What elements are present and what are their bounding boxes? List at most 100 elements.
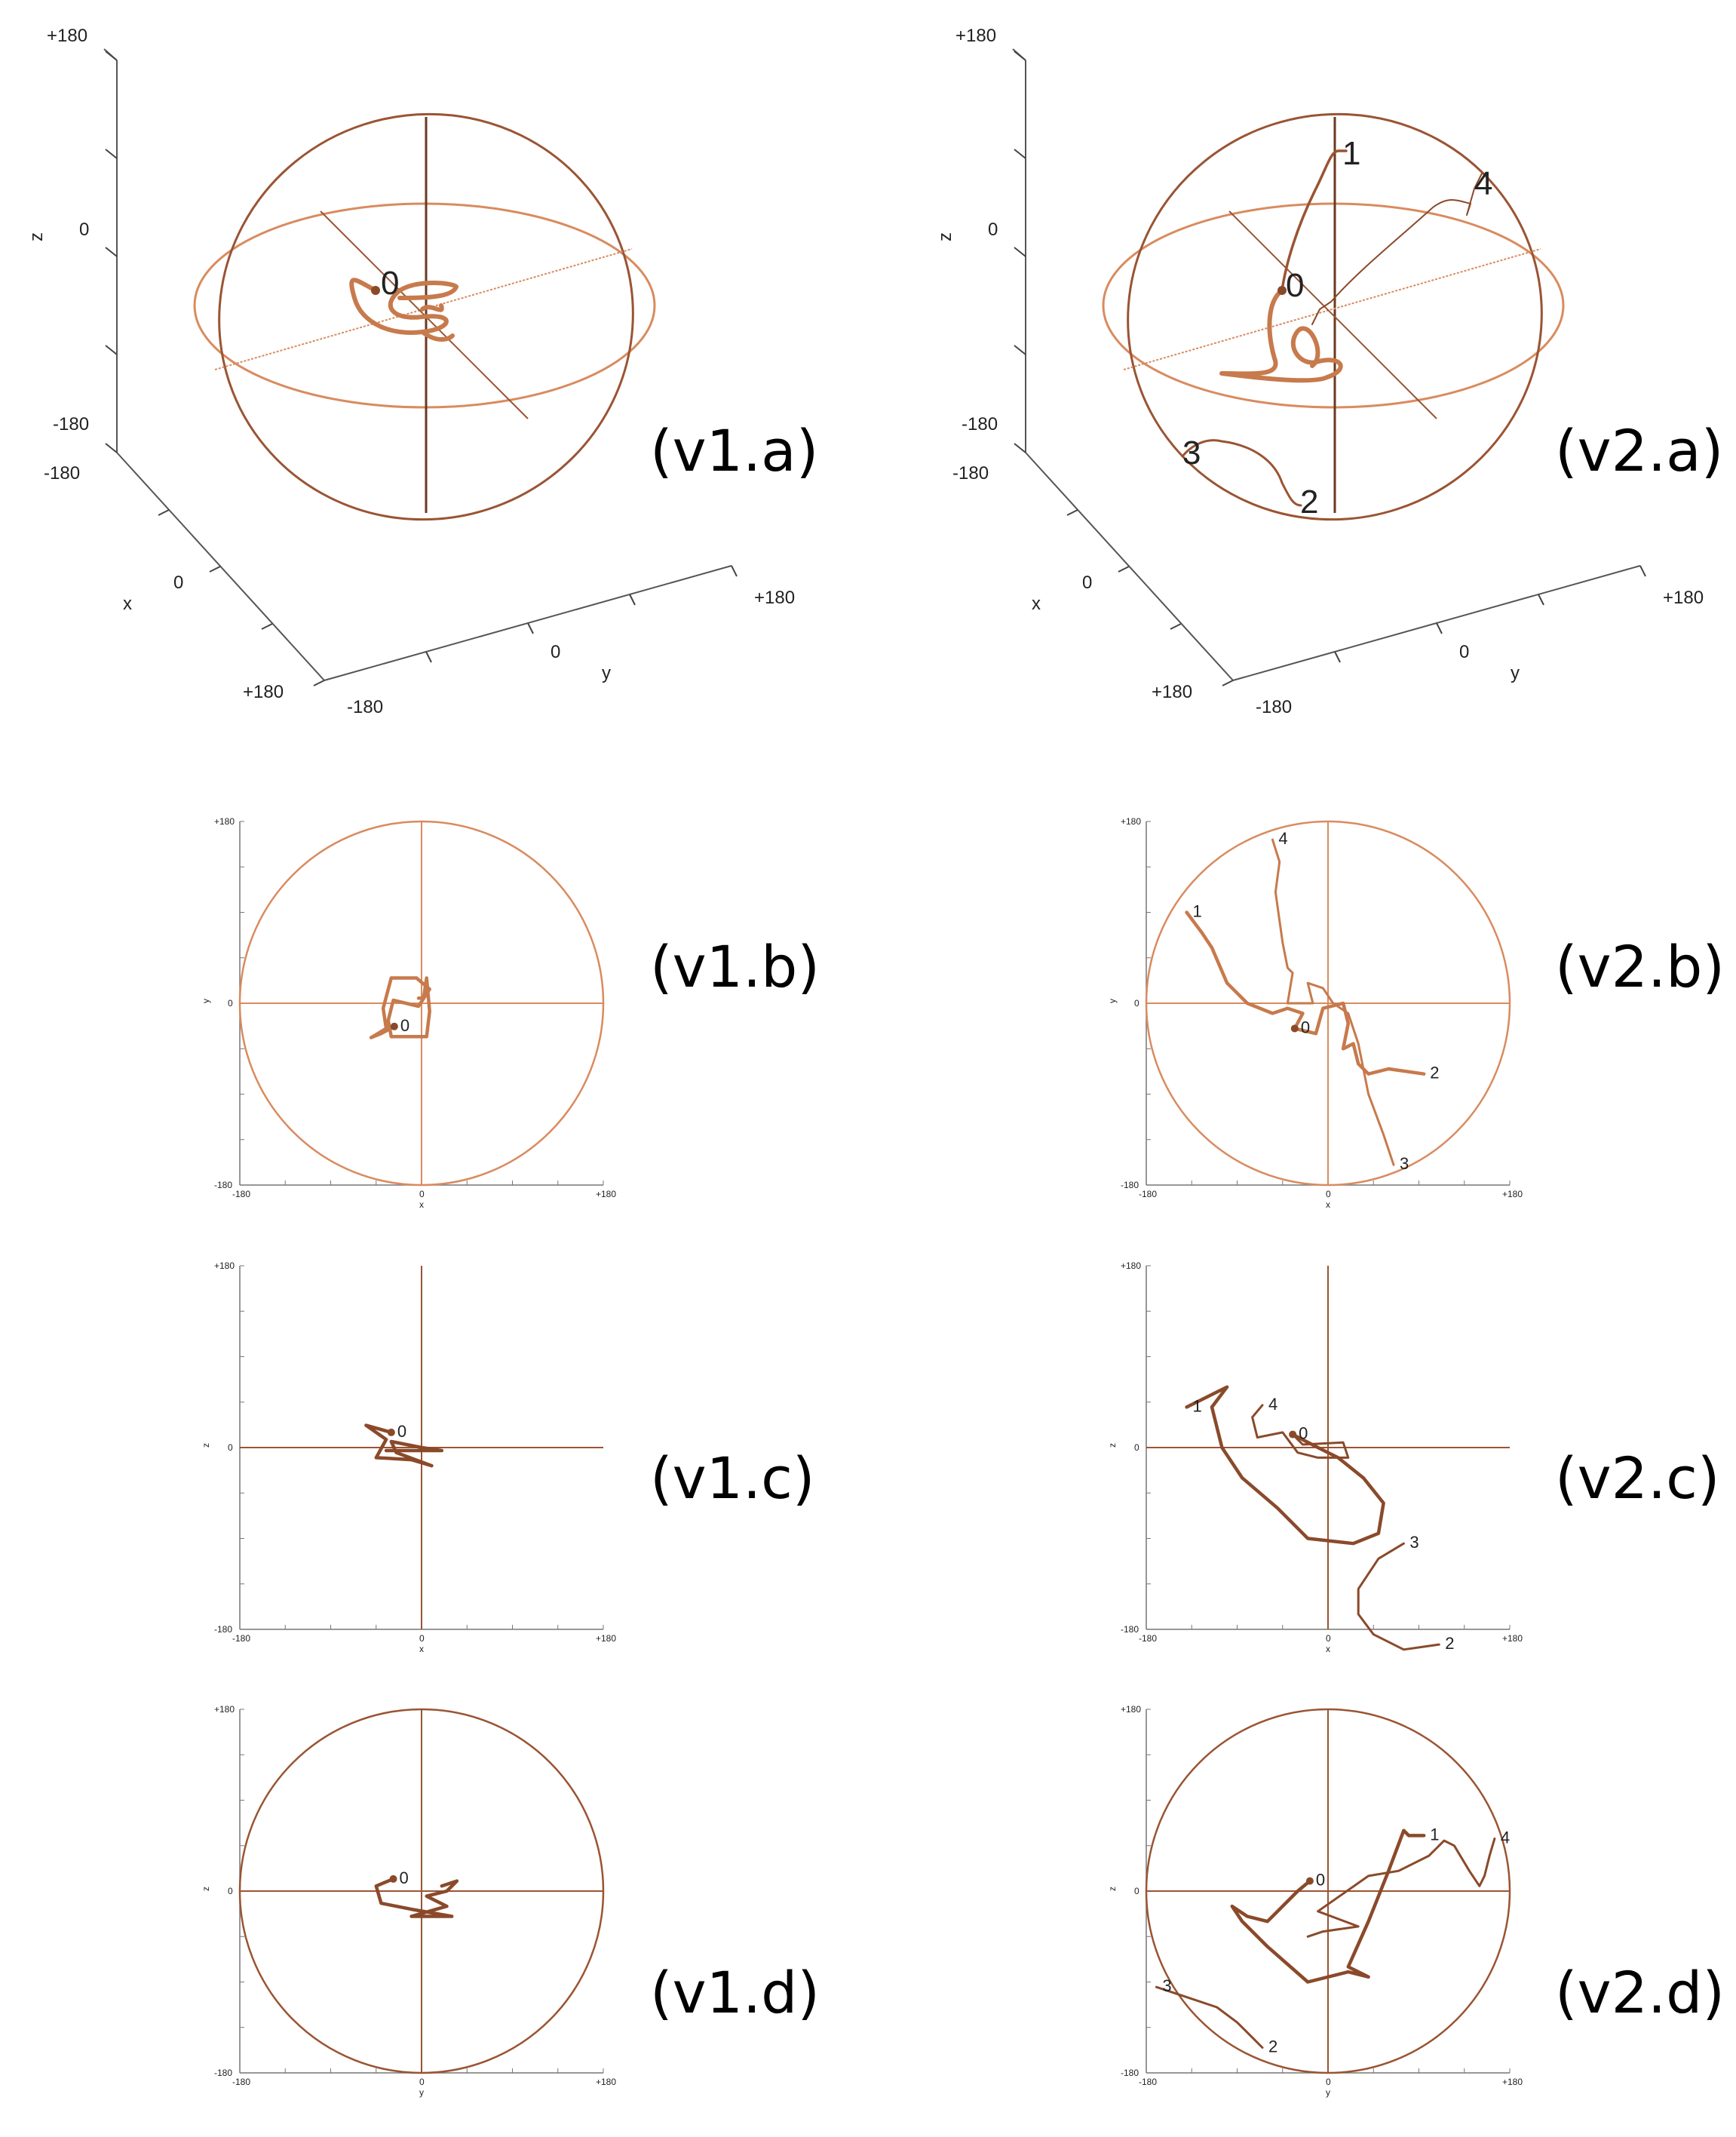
label-v1b: (v1.b) <box>650 933 820 1000</box>
v1b-marker-0-label: 0 <box>400 1016 409 1035</box>
v1d-trajectory-1 <box>374 1877 459 1918</box>
v1d-x-tick-zero: 0 <box>419 2077 425 2087</box>
v2a-x-label: x <box>1032 594 1041 614</box>
v2a-x-tick-zero: 0 <box>1082 573 1092 593</box>
v1b-trajectory-1 <box>369 976 431 1039</box>
v1a-z-tick-neg: -180 <box>53 414 89 434</box>
v1c-x-tick-neg: -180 <box>232 1633 250 1644</box>
panel-v2b-projection: -180 0 +180 +180 0 -180 x y 0 1 2 3 4 <box>1107 816 1523 1210</box>
v1d-y-tick-pos: +180 <box>214 1704 235 1715</box>
panel-v1d-projection: -180 0 +180 +180 0 -180 y z 0 <box>201 1704 616 2098</box>
v2b-marker-4-label: 4 <box>1278 829 1287 848</box>
v1a-sphere-horizontal <box>193 202 656 409</box>
v2a-marker-0-label: 0 <box>1286 267 1304 304</box>
v1d-x-label: y <box>419 2087 424 2098</box>
v1c-y-tick-pos: +180 <box>214 1260 235 1271</box>
v2a-y-tick-pos: +180 <box>1663 588 1704 608</box>
v2a-marker-0 <box>1277 286 1287 295</box>
v2b-marker-0-dot <box>1290 1024 1299 1033</box>
v2a-trajectory-main <box>1219 288 1343 383</box>
v2d-x-tick-zero: 0 <box>1326 2077 1331 2087</box>
v2c-trajectory-3 <box>1251 1404 1350 1459</box>
label-v2b: (v2.b) <box>1555 933 1725 1000</box>
v2a-x-tick-neg: -180 <box>952 463 989 484</box>
v1b-x-tick-pos: +180 <box>596 1189 616 1199</box>
v2c-trajectory-2 <box>1357 1542 1440 1651</box>
v1b-x-label: x <box>419 1199 424 1210</box>
v1a-x-tick-pos: +180 <box>243 682 284 702</box>
v1d-marker-0-dot <box>389 1874 397 1883</box>
v2a-marker-2-label: 2 <box>1300 484 1318 520</box>
v1a-z-tick-zero: 0 <box>79 220 89 240</box>
v2d-marker-0-dot <box>1305 1877 1314 1885</box>
v1b-y-tick-pos: +180 <box>214 816 235 827</box>
v2d-x-tick-neg: -180 <box>1139 2077 1157 2087</box>
panel-v1b-projection: -180 0 +180 +180 0 -180 x y 0 <box>201 816 616 1210</box>
v2c-x-label: x <box>1326 1644 1330 1654</box>
v2d-x-tick-pos: +180 <box>1502 2077 1523 2087</box>
v1a-x-label: x <box>123 594 132 614</box>
v2a-marker-1-label: 1 <box>1342 135 1360 172</box>
v2a-sphere-horizontal <box>1102 202 1565 409</box>
label-v1c: (v1.c) <box>650 1445 815 1512</box>
v2a-z-tick-neg: -180 <box>962 414 998 434</box>
v2a-x-tick-pos: +180 <box>1152 682 1192 702</box>
v2a-trajectory-to-1 <box>1281 149 1348 292</box>
v2b-trajectory-1 <box>1185 910 1426 1076</box>
v1a-z-label: z <box>26 232 47 241</box>
v1a-z-tick-pos: +180 <box>47 26 87 46</box>
label-v1d: (v1.d) <box>650 1959 820 2026</box>
v2b-y-tick-zero: 0 <box>1134 998 1139 1009</box>
label-v2a: (v2.a) <box>1555 417 1724 484</box>
v2a-sphere-vertical <box>1127 112 1543 521</box>
v2a-marker-3-label: 3 <box>1182 434 1201 471</box>
v1a-y-tick-neg: -180 <box>347 697 383 717</box>
label-v1a: (v1.a) <box>650 417 819 484</box>
v2c-x-tick-pos: +180 <box>1502 1633 1523 1644</box>
v2b-x-tick-neg: -180 <box>1139 1189 1157 1199</box>
v1a-x-tick-neg: -180 <box>44 463 80 484</box>
panel-v2a-3d-view: +180 0 -180 z -180 0 +180 x -180 0 +180 … <box>935 26 1704 717</box>
v1c-trajectory-1 <box>364 1423 444 1468</box>
v1c-y-tick-zero: 0 <box>228 1442 233 1453</box>
v1b-x-tick-zero: 0 <box>419 1189 425 1199</box>
v2c-marker-1-label: 1 <box>1193 1396 1202 1415</box>
v2b-marker-0-label: 0 <box>1301 1018 1310 1036</box>
v1a-trajectory <box>349 278 459 342</box>
v1a-x-tick-zero: 0 <box>173 573 183 593</box>
v2d-y-label: z <box>1107 1887 1118 1891</box>
v1a-y-label: y <box>602 663 611 683</box>
panel-v1a-3d-view: +180 0 -180 z -180 0 +180 x -180 0 +180 … <box>26 26 795 717</box>
v2a-y-tick-zero: 0 <box>1459 642 1469 662</box>
v2c-marker-2-label: 2 <box>1445 1634 1454 1653</box>
v2c-y-label: z <box>1107 1443 1118 1448</box>
v2b-x-label: x <box>1326 1199 1330 1210</box>
v2d-x-label: y <box>1326 2087 1330 2098</box>
v2b-x-tick-pos: +180 <box>1502 1189 1523 1199</box>
v1c-marker-0-dot <box>387 1428 395 1436</box>
v1c-x-tick-pos: +180 <box>596 1633 616 1644</box>
v1b-y-label: y <box>201 999 211 1003</box>
v2c-y-tick-neg: -180 <box>1121 1624 1139 1635</box>
v1d-y-tick-zero: 0 <box>228 1886 233 1896</box>
v1d-y-tick-neg: -180 <box>214 2068 232 2078</box>
v1c-y-label: z <box>201 1443 211 1448</box>
label-v2c: (v2.c) <box>1555 1445 1720 1512</box>
v2a-sphere-x-axis <box>1123 248 1541 370</box>
v1d-x-tick-neg: -180 <box>232 2077 250 2087</box>
v1d-x-tick-pos: +180 <box>596 2077 616 2087</box>
v2d-marker-4-label: 4 <box>1501 1828 1510 1847</box>
v2a-z-tick-zero: 0 <box>988 220 998 240</box>
v2a-y-label: y <box>1511 663 1520 683</box>
label-v2d: (v2.d) <box>1555 1959 1725 2026</box>
v1a-marker-0 <box>371 286 380 295</box>
v1c-marker-0-label: 0 <box>397 1422 406 1441</box>
v2d-marker-3-label: 3 <box>1162 1976 1171 1995</box>
v2a-sphere-y-axis <box>1228 210 1437 419</box>
v1a-marker-0-label: 0 <box>381 265 399 302</box>
v2d-y-tick-pos: +180 <box>1121 1704 1141 1715</box>
v1c-x-tick-zero: 0 <box>419 1633 425 1644</box>
v2b-y-label: y <box>1107 999 1118 1003</box>
